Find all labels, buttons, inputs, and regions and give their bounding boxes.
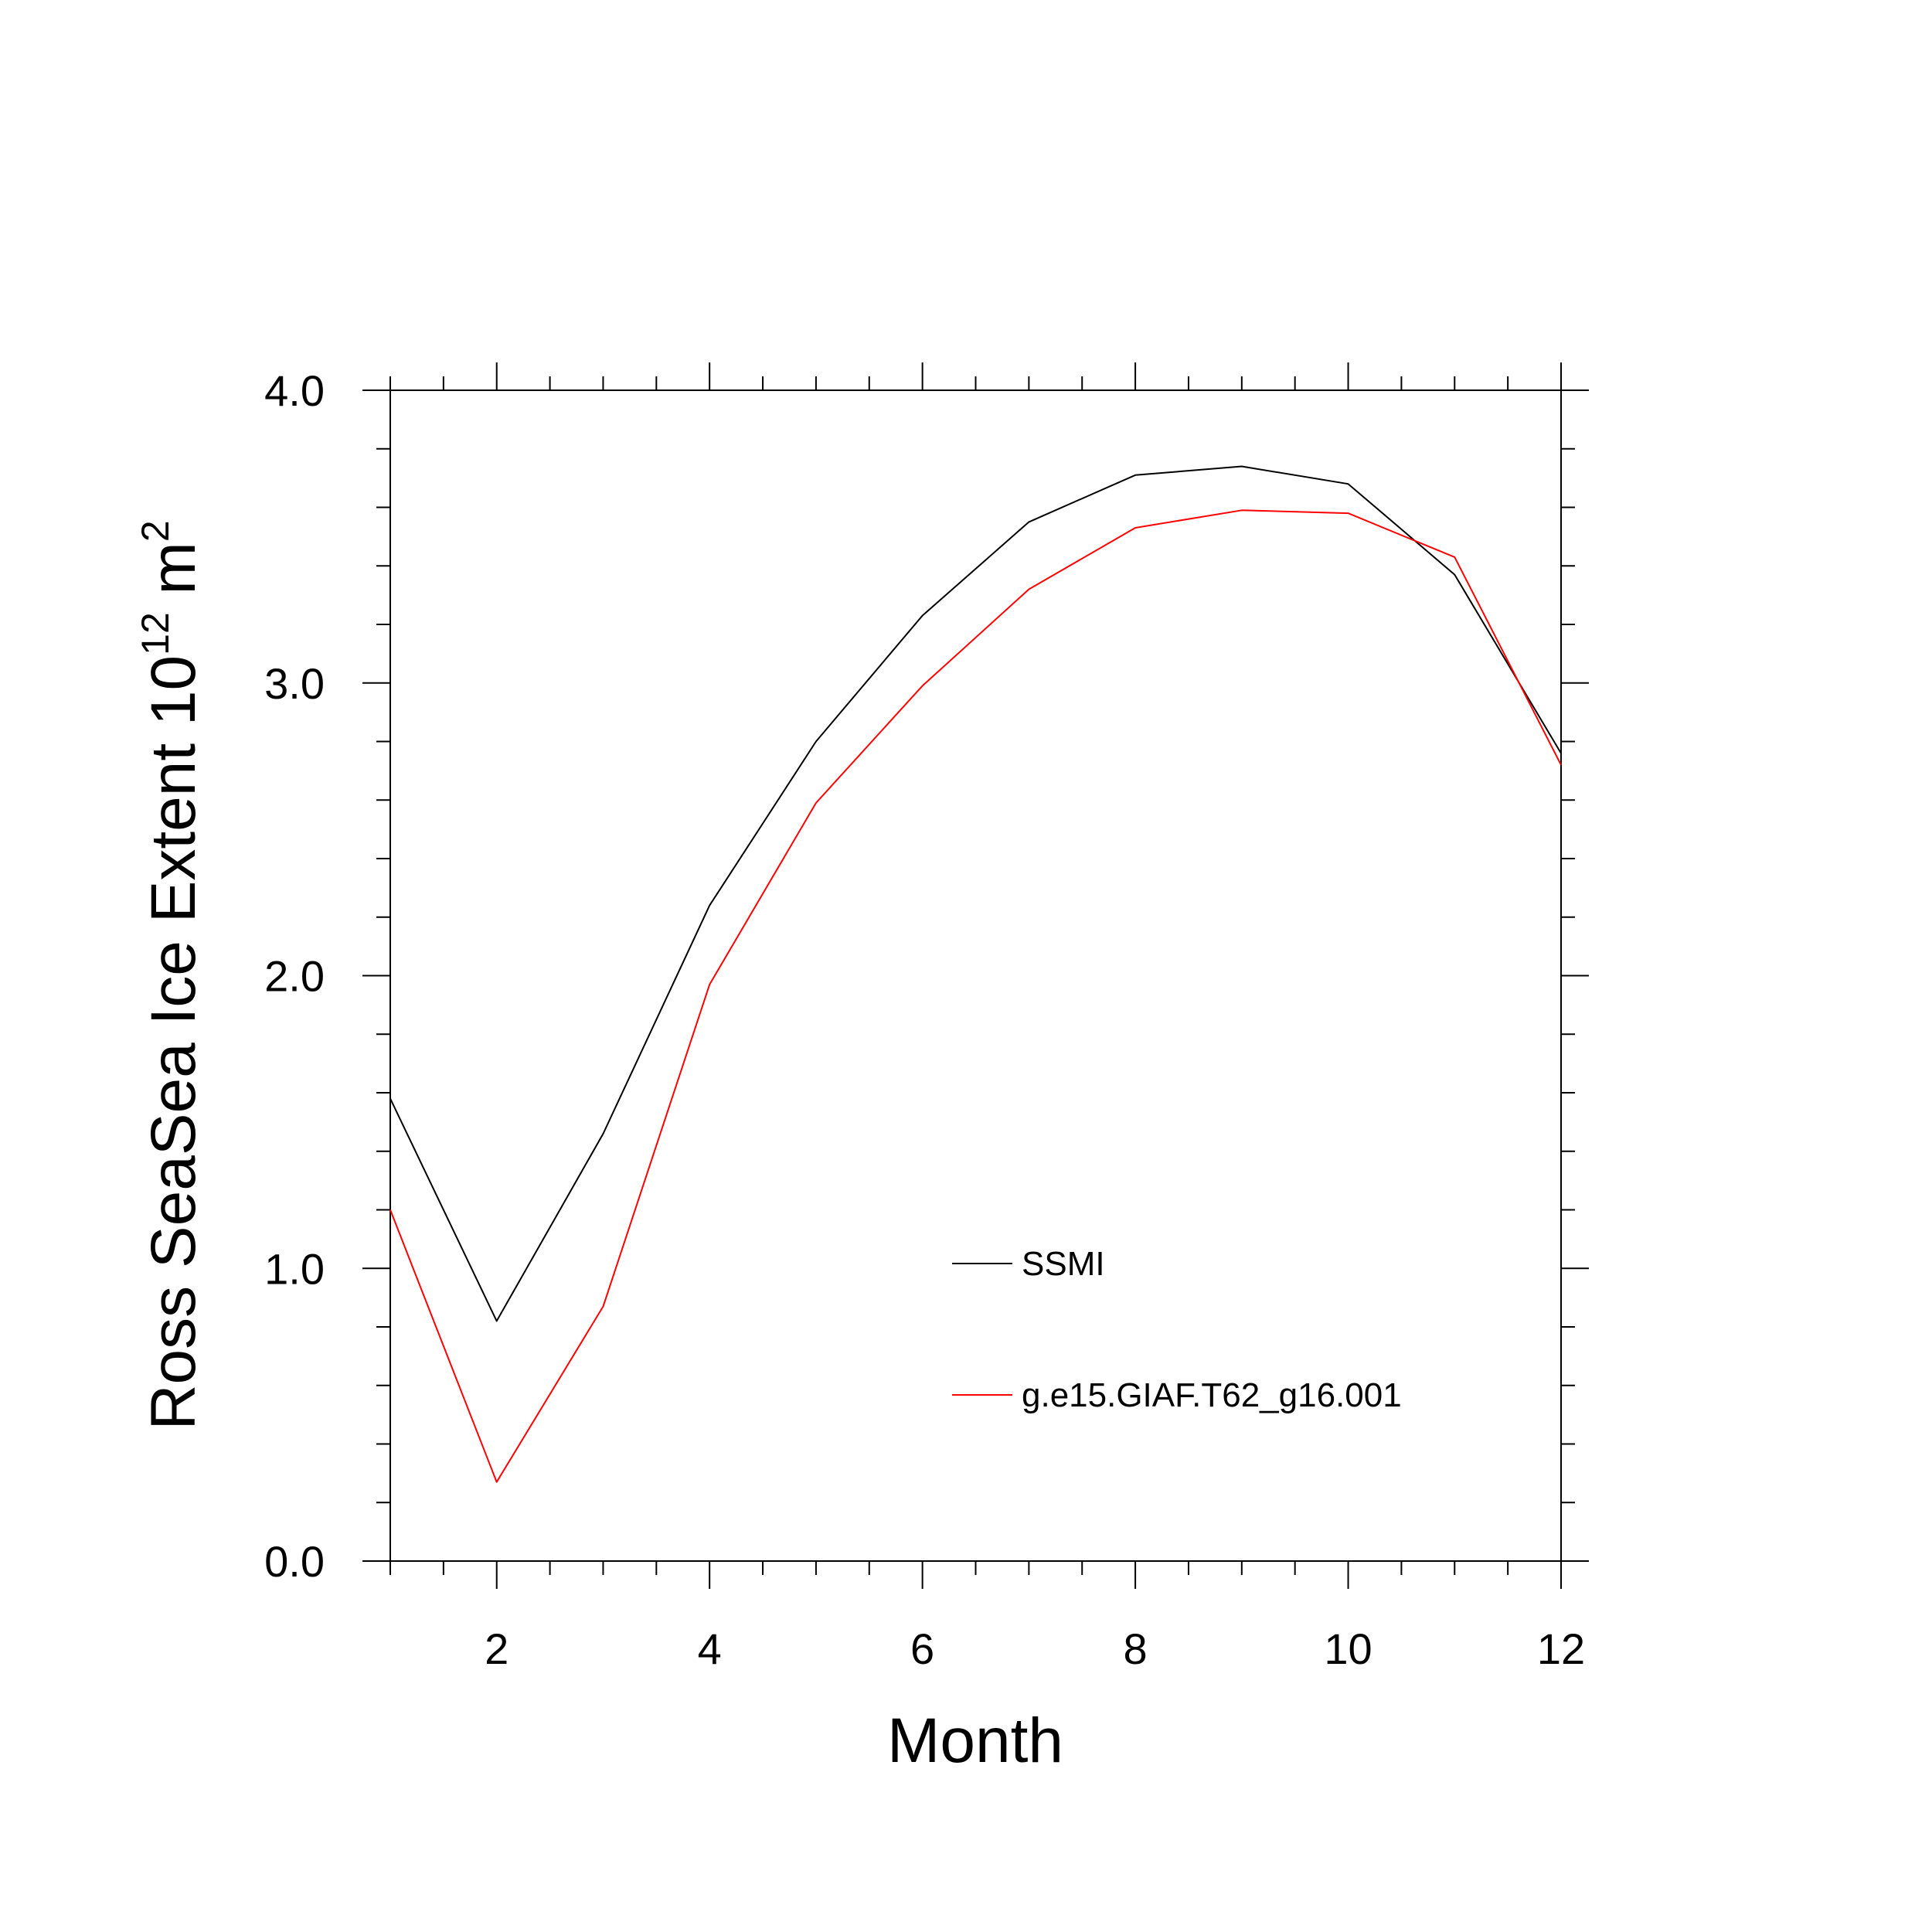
y-tick-label: 3.0 <box>264 659 325 708</box>
y-tick-labels: 0.0 1.0 2.0 3.0 4.0 <box>264 366 325 1586</box>
x-tick-label: 2 <box>485 1624 509 1673</box>
y-axis-title-unit-exponent: 2 <box>134 520 177 542</box>
y-tick-label: 0.0 <box>264 1537 325 1586</box>
x-tick-label: 6 <box>910 1624 934 1673</box>
y-tick-label: 2.0 <box>264 952 325 1001</box>
y-axis-title-unit: m <box>138 542 209 612</box>
legend-label-1: SSMI <box>1022 1245 1105 1283</box>
x-axis-title: Month <box>887 1706 1063 1776</box>
y-axis-title: Ross SeaSea Ice Extent 1012 m2 <box>134 520 209 1430</box>
x-tick-label: 8 <box>1124 1624 1148 1673</box>
legend: SSMI g.e15.GIAF.T62_g16.001 <box>952 1245 1402 1414</box>
x-tick-labels: 2 4 6 8 10 12 <box>485 1624 1585 1673</box>
x-tick-label: 10 <box>1324 1624 1372 1673</box>
series-lines <box>389 465 1562 1483</box>
legend-label-2: g.e15.GIAF.T62_g16.001 <box>1022 1376 1402 1414</box>
y-axis-title-text: Ross SeaSea Ice Extent 10 <box>138 655 209 1430</box>
series-line-2 <box>389 509 1562 1483</box>
minor-ticks <box>376 376 1575 1575</box>
y-axis-title-exponent: 12 <box>134 612 177 655</box>
x-tick-label: 12 <box>1537 1624 1585 1673</box>
series-line-1 <box>389 465 1562 1322</box>
x-tick-label: 4 <box>698 1624 722 1673</box>
y-tick-label: 1.0 <box>264 1244 325 1293</box>
y-tick-label: 4.0 <box>264 366 325 415</box>
major-ticks <box>362 362 1589 1589</box>
